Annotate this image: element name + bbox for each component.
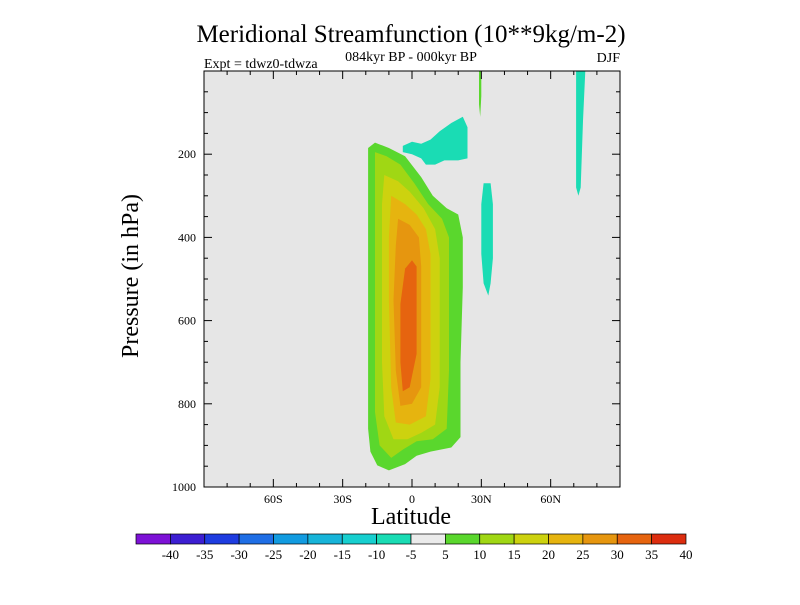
contour-region-9-level-5 (479, 71, 482, 117)
x-tick-label: 30S (333, 492, 352, 506)
chart-title: Meridional Streamfunction (10**9kg/m-2) (196, 21, 625, 48)
color-legend: -40 -35 -30 -25 -20 -15 -10 -5 5 10 15 20 25 30 35 40 (135, 533, 693, 562)
colorbar-box-12 (548, 533, 584, 545)
contour-region-5-level-30 (400, 260, 417, 392)
colorbar-label: -35 (196, 547, 213, 562)
colorbar-label: -15 (334, 547, 351, 562)
contour-region-6-level--5 (402, 116, 468, 165)
colorbar-label: -30 (230, 547, 247, 562)
colorbar-label: 35 (645, 547, 658, 562)
colorbar-box-8 (410, 533, 446, 545)
colorbar-label: 5 (442, 547, 449, 562)
colorbar-label: 20 (542, 547, 555, 562)
y-tick-label: 400 (178, 230, 196, 244)
contour-region-7-level--5 (481, 183, 493, 296)
y-tick-label: 800 (178, 397, 196, 411)
minor-ticks (204, 71, 620, 487)
y-axis-label: Pressure (in hPa) (118, 194, 144, 358)
y-tick-label: 1000 (172, 480, 196, 494)
season-label: DJF (597, 51, 621, 66)
y-tick-label: 200 (178, 147, 196, 161)
contour-regions (368, 71, 586, 471)
colorbar-label: 40 (680, 547, 693, 562)
colorbar-box-2 (204, 533, 240, 545)
colorbar-label: 30 (611, 547, 624, 562)
x-tick-label: 0 (409, 492, 415, 506)
colorbar-box-11 (513, 533, 549, 545)
x-tick-label: 30N (471, 492, 492, 506)
colorbar-label: 10 (473, 547, 486, 562)
colorbar-box-6 (341, 533, 377, 545)
y-tick-label: 600 (178, 314, 196, 328)
colorbar-box-4 (273, 533, 309, 545)
colorbar-box-7 (376, 533, 412, 545)
experiment-label: Expt = tdwz0-tdwza (204, 57, 318, 72)
chart-subtitle: 084kyr BP - 000kyr BP (345, 50, 477, 65)
colorbar-box-3 (238, 533, 274, 545)
colorbar-box-15 (651, 533, 687, 545)
colorbar-box-9 (445, 533, 481, 545)
colorbar-box-10 (479, 533, 515, 545)
colorbar-label: -10 (368, 547, 385, 562)
y-axis-ticks: 200 400 600 800 1000 (172, 147, 620, 494)
x-axis-ticks: 60S 30S 0 30N 60N (264, 71, 561, 506)
colorbar-label: -40 (162, 547, 179, 562)
contour-region-8-level--5 (576, 71, 586, 196)
colorbar-box-5 (307, 533, 343, 545)
colorbar-box-14 (616, 533, 652, 545)
x-tick-label: 60S (264, 492, 283, 506)
colorbar-box-13 (582, 533, 618, 545)
colorbar-label: -20 (299, 547, 316, 562)
colorbar-box-1 (170, 533, 206, 545)
x-axis-label: Latitude (371, 504, 451, 530)
colorbar-box-0 (135, 533, 171, 545)
colorbar-label: 25 (576, 547, 589, 562)
colorbar-label: -5 (406, 547, 417, 562)
colorbar-label: 15 (508, 547, 521, 562)
colorbar-label: -25 (265, 547, 282, 562)
x-tick-label: 60N (540, 492, 561, 506)
